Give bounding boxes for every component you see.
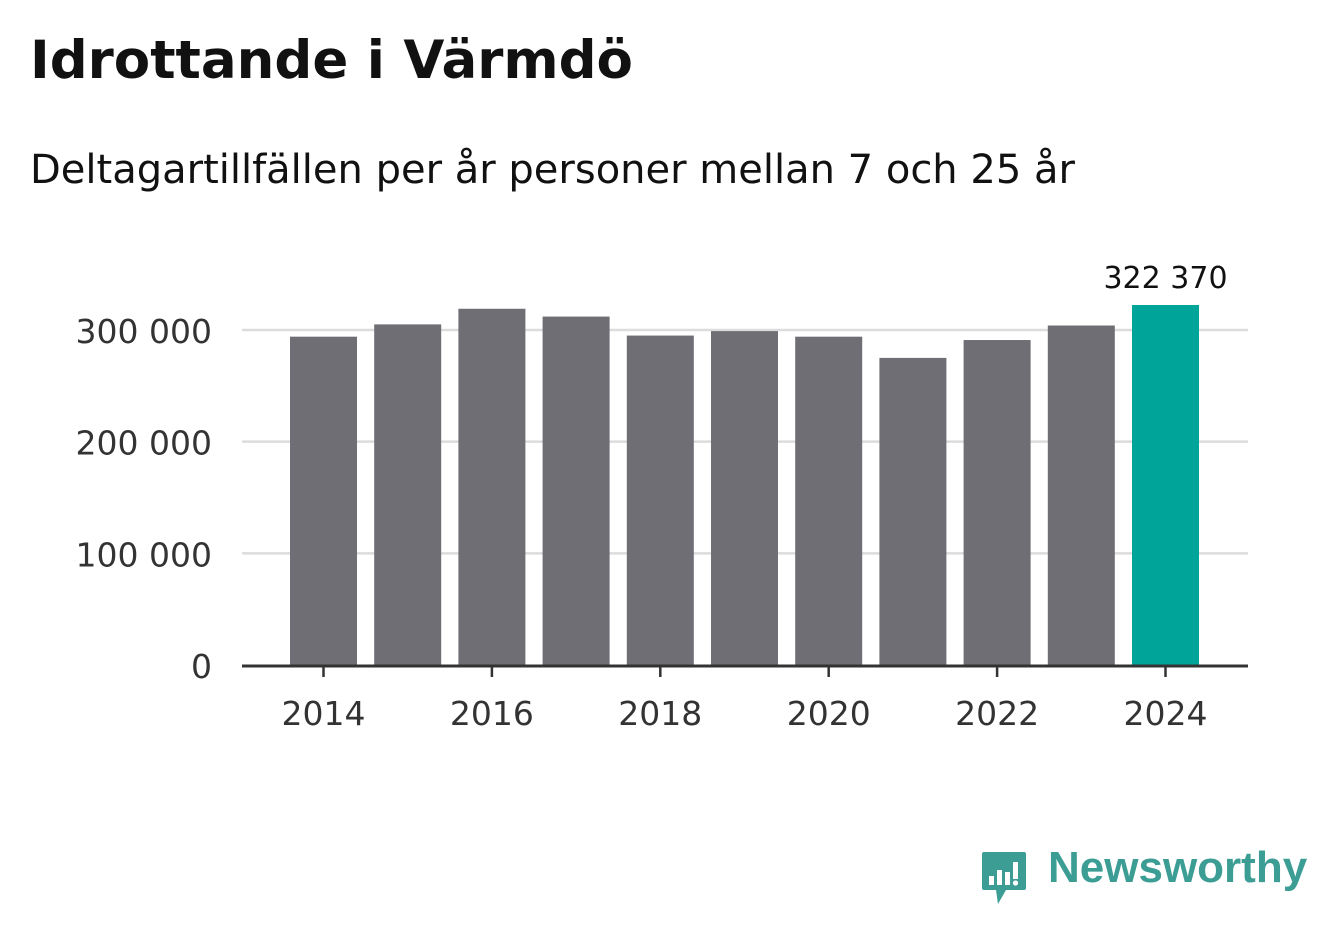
bar	[795, 336, 863, 665]
bar	[458, 308, 526, 665]
bar-highlight	[1132, 305, 1199, 665]
bar	[711, 331, 778, 665]
labels: 0 100 000 200 000 300 000 322 370 2014 2016 201…	[76, 261, 1228, 733]
bars	[290, 305, 1199, 665]
bar	[963, 340, 1031, 665]
x-tick-label: 2022	[955, 694, 1039, 733]
bar	[879, 357, 947, 665]
bar	[290, 336, 357, 665]
x-tick-label: 2016	[450, 694, 534, 733]
y-tick-label: 200 000	[76, 424, 212, 463]
x-tick-label: 2024	[1124, 694, 1208, 733]
y-tick-label: 100 000	[76, 535, 212, 574]
bar-chart: 0 100 000 200 000 300 000 322 370 2014 2016 201…	[76, 261, 1248, 733]
bar	[1047, 325, 1115, 665]
x-tick-label: 2020	[787, 694, 871, 733]
chart-title: Idrottande i Värmdö	[30, 30, 633, 91]
y-tick-label: 0	[191, 647, 212, 686]
axes	[242, 664, 1248, 677]
x-tick-label: 2014	[282, 694, 366, 733]
bar	[626, 335, 694, 665]
data-label: 322 370	[1103, 261, 1227, 296]
newsworthy-logo-icon	[982, 852, 1026, 904]
y-tick-label: 300 000	[76, 312, 212, 351]
bar	[374, 324, 442, 665]
chart-subtitle: Deltagartillfällen per år personer mella…	[30, 147, 1075, 193]
x-tick-label: 2018	[618, 694, 702, 733]
brand-name: Newsworthy	[1048, 843, 1308, 892]
bar	[542, 316, 610, 665]
